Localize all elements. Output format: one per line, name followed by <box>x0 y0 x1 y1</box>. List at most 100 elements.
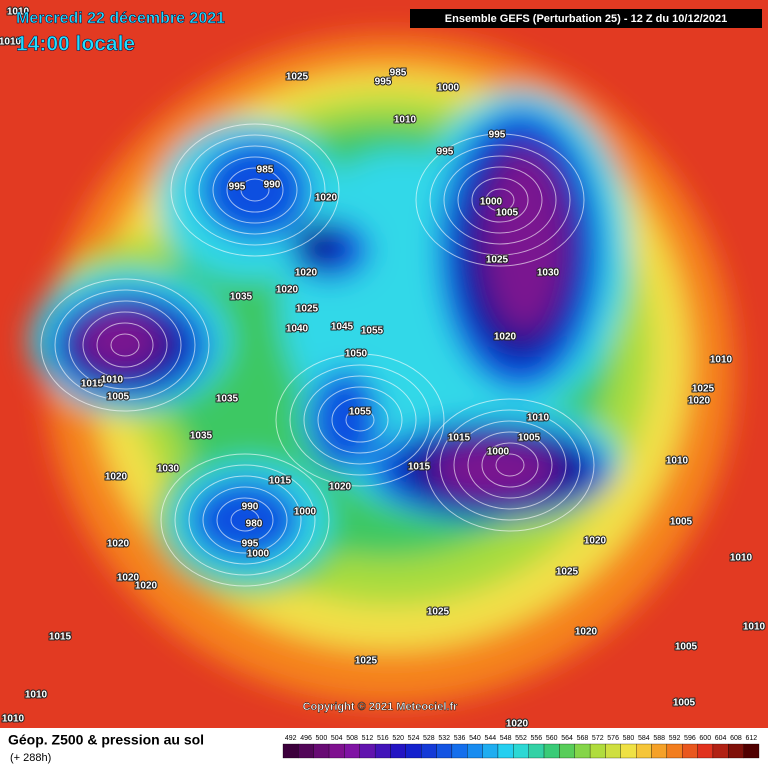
scale-label: 536 <box>454 735 466 742</box>
scale-swatch <box>313 743 330 759</box>
scale-label: 496 <box>300 735 312 742</box>
isobar <box>303 375 417 465</box>
scale-label: 524 <box>408 735 420 742</box>
scale-swatch <box>451 743 468 759</box>
scale-swatch <box>374 743 391 759</box>
pressure-label: 1010 <box>527 413 550 424</box>
pressure-label: 1020 <box>117 573 140 584</box>
isobar <box>443 155 557 245</box>
isobar <box>96 322 154 368</box>
pressure-label: 1020 <box>329 482 352 493</box>
pressure-label: 1010 <box>2 714 25 725</box>
isobar <box>317 386 403 454</box>
isobar <box>54 289 196 401</box>
scale-swatch <box>589 743 606 759</box>
pressure-label: 1025 <box>427 607 450 618</box>
scale-swatch <box>543 743 560 759</box>
pressure-label: 1000 <box>247 549 270 560</box>
field-area <box>310 370 380 470</box>
isobar <box>467 431 553 499</box>
scale-label: 556 <box>531 735 543 742</box>
pressure-label: 1005 <box>670 517 693 528</box>
pressure-label: 1020 <box>688 396 711 407</box>
pressure-label: 1025 <box>286 72 309 83</box>
pressure-label: 1015 <box>448 433 471 444</box>
date: Mercredi 22 décembre 2021 <box>16 10 225 27</box>
scale-swatch <box>344 743 360 759</box>
scale-label: 532 <box>438 735 450 742</box>
scale-swatch <box>574 743 591 759</box>
scale-swatch <box>482 743 499 759</box>
isobar <box>198 145 312 235</box>
isobar <box>439 409 581 521</box>
scale-swatch <box>497 743 514 759</box>
isobar <box>289 364 431 476</box>
pressure-label: 1010 <box>7 7 30 18</box>
pressure-label: 1020 <box>584 536 607 547</box>
scale-swatch <box>421 743 437 759</box>
isobar <box>184 134 326 246</box>
pressure-label: 1000 <box>487 447 510 458</box>
model: Ensemble GEFS (Perturbation 25) - 12 Z d… <box>445 13 727 25</box>
scale-swatch <box>651 743 668 759</box>
field-area <box>80 312 160 368</box>
isobar <box>429 144 571 256</box>
pressure-label: 995 <box>242 539 259 550</box>
scale-swatch <box>328 743 345 759</box>
scale-swatch <box>282 743 299 759</box>
pressure-label: 1035 <box>190 431 213 442</box>
geopotential-field <box>30 35 735 705</box>
isobar <box>471 177 529 223</box>
pressure-label: 1000 <box>437 83 460 94</box>
field-area <box>200 140 310 240</box>
pressure-label: 1010 <box>25 690 48 701</box>
model-box <box>410 9 762 28</box>
pressure-label: 1020 <box>494 332 517 343</box>
pressure-label: 1040 <box>286 324 309 335</box>
pressure-label: 1030 <box>537 268 560 279</box>
pressure-label: 1025 <box>486 255 509 266</box>
pressure-label: 1015 <box>81 379 104 390</box>
scale-swatch <box>666 743 683 759</box>
scale-swatch <box>528 743 545 759</box>
isobar <box>275 353 445 487</box>
scale-label: 516 <box>377 735 389 742</box>
isobar <box>485 188 515 212</box>
scale-swatch <box>359 743 376 759</box>
scale-swatch <box>405 743 422 759</box>
isobar <box>226 167 284 213</box>
color-scale: 492 496 500 504 508 512 516 520 524 528 532 536 540 5… <box>282 735 760 759</box>
scale-label: 592 <box>669 735 681 742</box>
pressure-label: 1005 <box>675 642 698 653</box>
isobar <box>170 123 340 257</box>
pressure-label: 1020 <box>506 719 529 730</box>
pressure-label: 1025 <box>296 304 319 315</box>
isobar <box>188 475 302 565</box>
scale-swatch <box>605 743 621 759</box>
isobar <box>415 133 585 267</box>
scale-label: 576 <box>607 735 619 742</box>
pressure-label: 995 <box>229 182 246 193</box>
scale-swatch <box>682 743 698 759</box>
scale-label: 580 <box>623 735 635 742</box>
scale-label: 600 <box>699 735 711 742</box>
pressure-label: 1020 <box>105 472 128 483</box>
scale-label: 512 <box>362 735 374 742</box>
scale-label: 564 <box>561 735 573 742</box>
pressure-label: 1035 <box>216 394 239 405</box>
scale-label: 568 <box>577 735 589 742</box>
pressure-label: 1025 <box>692 384 715 395</box>
pressure-label: 1005 <box>496 208 519 219</box>
pressure-label: 1020 <box>315 193 338 204</box>
isobar <box>82 311 168 379</box>
isobar <box>68 300 182 390</box>
scale-label: 504 <box>331 735 343 742</box>
scale-label: 544 <box>484 735 496 742</box>
pressure-label: 985 <box>257 165 274 176</box>
copyright: Copyright © 2021 Meteociel.fr <box>303 701 459 713</box>
scale-label: 540 <box>469 735 481 742</box>
pressure-label: 1005 <box>518 433 541 444</box>
scale-label: 596 <box>684 735 696 742</box>
isobar <box>457 166 543 234</box>
